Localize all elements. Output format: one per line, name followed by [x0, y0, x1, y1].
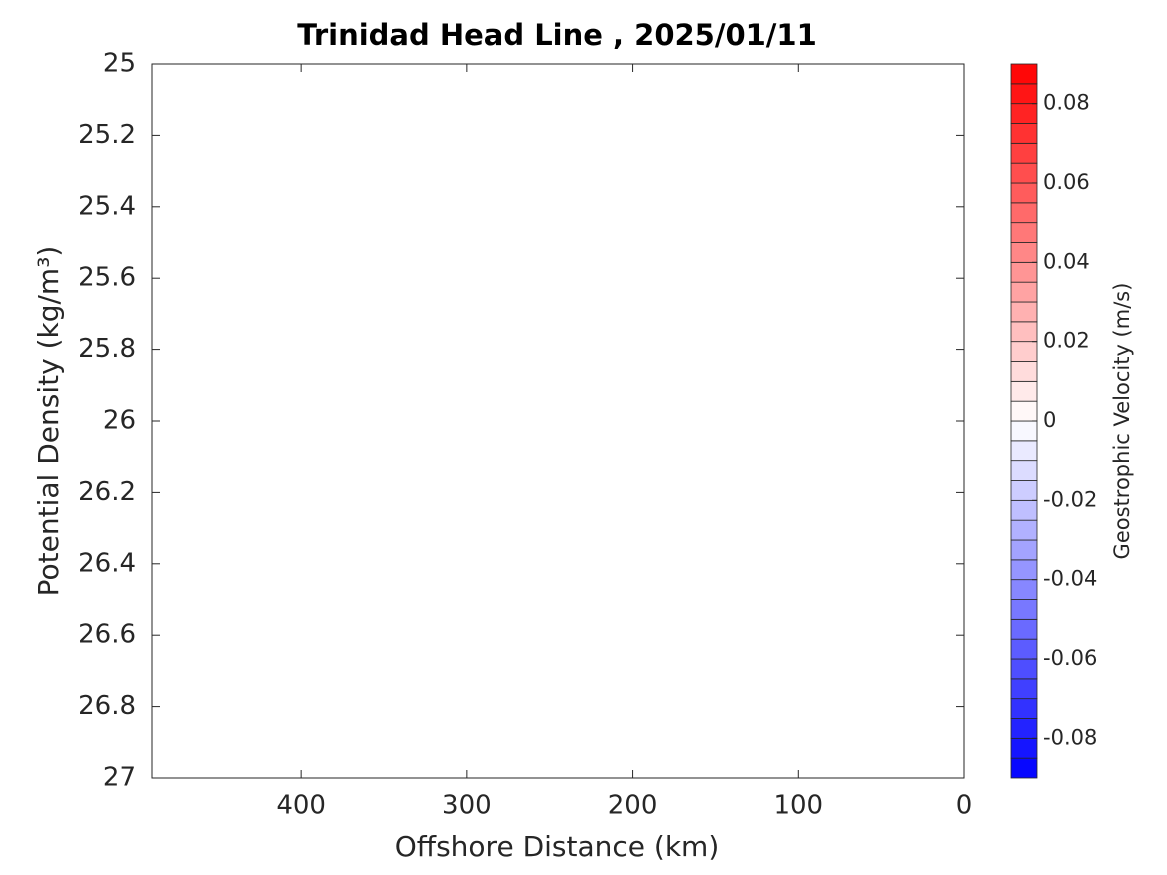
y-tick-label: 26.6 — [78, 620, 136, 650]
chart-title: Trinidad Head Line , 2025/01/11 — [297, 18, 817, 52]
colorbar-segment — [1010, 202, 1038, 224]
colorbar-segment — [1010, 678, 1038, 700]
y-tick-label: 25.8 — [78, 334, 136, 364]
colorbar-segment — [1010, 737, 1038, 759]
colorbar-tick-label: -0.06 — [1043, 646, 1097, 670]
y-tick-label: 27 — [103, 763, 136, 793]
colorbar-segment — [1010, 341, 1038, 362]
x-tick-label: 200 — [608, 791, 658, 821]
colorbar-segment — [1010, 440, 1038, 462]
x-tick-label: 100 — [773, 791, 823, 821]
colorbar-segment — [1010, 123, 1038, 144]
colorbar-segment — [1010, 638, 1038, 660]
colorbar-tick-label: 0.04 — [1043, 249, 1090, 273]
colorbar-segment — [1010, 380, 1038, 402]
colorbar-segment — [1010, 281, 1038, 303]
colorbar-segment — [1010, 698, 1038, 719]
colorbar-segment — [1010, 301, 1038, 323]
plot-area — [151, 63, 965, 779]
colorbar-segment — [1010, 400, 1038, 422]
colorbar-tick-label: 0.08 — [1043, 91, 1090, 115]
x-tick-label: 400 — [276, 791, 326, 821]
colorbar-segment — [1010, 242, 1038, 263]
y-tick-label: 25.2 — [78, 120, 136, 150]
colorbar-segment — [1010, 579, 1038, 600]
colorbar-segment — [1010, 599, 1038, 620]
colorbar-segment — [1010, 261, 1038, 283]
colorbar-segment — [1010, 519, 1038, 541]
x-axis-label: Offshore Distance (km) — [395, 830, 720, 863]
colorbar-segment — [1010, 420, 1038, 442]
colorbar-tick-label: -0.04 — [1043, 567, 1097, 591]
colorbar-segment — [1010, 182, 1038, 204]
y-tick-label: 26.2 — [78, 477, 136, 507]
colorbar-segment — [1010, 83, 1038, 105]
colorbar-tick-label: -0.08 — [1043, 725, 1097, 749]
colorbar-label: Geostrophic Velocity (m/s) — [1110, 283, 1134, 560]
colorbar-segment — [1010, 618, 1038, 640]
colorbar-segment — [1010, 480, 1038, 501]
colorbar-segment — [1010, 757, 1038, 779]
colorbar-segment — [1010, 162, 1038, 184]
y-axis-label: Potential Density (kg/m³) — [32, 246, 65, 597]
y-tick-label: 26 — [103, 406, 136, 436]
y-tick-label: 26.8 — [78, 691, 136, 721]
colorbar-segment — [1010, 539, 1038, 561]
x-tick-label: 300 — [442, 791, 492, 821]
colorbar-segment — [1010, 559, 1038, 581]
y-tick-label: 26.4 — [78, 548, 136, 578]
colorbar-tick-label: 0 — [1043, 408, 1056, 432]
colorbar-segment — [1010, 718, 1038, 739]
colorbar-segment — [1010, 222, 1038, 243]
y-tick-label: 25.6 — [78, 263, 136, 293]
colorbar-segment — [1010, 321, 1038, 343]
x-tick-label: 0 — [956, 791, 973, 821]
colorbar-segment — [1010, 658, 1038, 680]
y-tick-label: 25.4 — [78, 191, 136, 221]
colorbar-tick-label: 0.02 — [1043, 329, 1090, 353]
colorbar-segment — [1010, 460, 1038, 481]
colorbar-segment — [1010, 103, 1038, 124]
colorbar-segment — [1010, 499, 1038, 521]
colorbar-segment — [1010, 361, 1038, 382]
colorbar-segment — [1010, 63, 1038, 85]
colorbar-segment — [1010, 142, 1038, 164]
y-tick-label: 25 — [103, 49, 136, 79]
colorbar-tick-label: 0.06 — [1043, 170, 1090, 194]
colorbar-tick-label: -0.02 — [1043, 487, 1097, 511]
